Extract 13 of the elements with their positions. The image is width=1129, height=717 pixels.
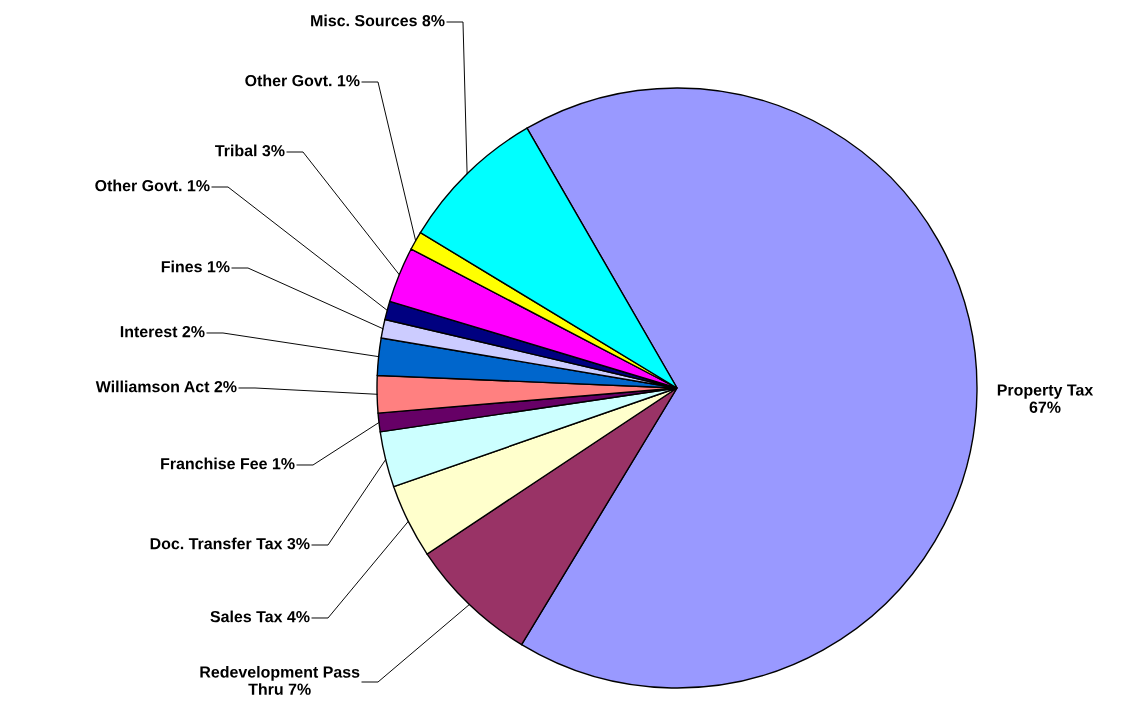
slice-label: Property Tax: [997, 384, 1094, 399]
slice-label: Misc. Sources 8%: [311, 14, 445, 27]
data-label: 67%: [1029, 401, 1061, 413]
slice-label: Williamson Act 2%: [95, 380, 237, 393]
slice-label: Other Govt. 1%: [245, 74, 360, 87]
slice-label: Fines 1%: [161, 260, 230, 273]
slice-label: Tribal 3%: [215, 144, 285, 157]
slice-label: Doc. Transfer Tax 3%: [150, 537, 310, 550]
slice-label: Redevelopment Pass Thru 7%: [200, 665, 360, 695]
slice-label: Franchise Fee 1%: [161, 457, 295, 470]
slice-label: Other Govt. 1%: [95, 179, 210, 192]
slice-label: Interest 2%: [120, 325, 205, 338]
slice-label: Sales Tax 4%: [210, 610, 310, 623]
